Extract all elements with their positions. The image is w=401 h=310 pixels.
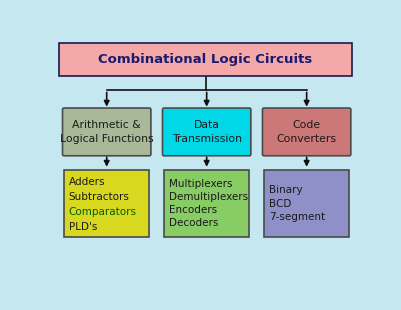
FancyBboxPatch shape xyxy=(164,170,249,237)
Text: Data
Transmission: Data Transmission xyxy=(172,120,242,144)
FancyBboxPatch shape xyxy=(63,108,151,156)
FancyBboxPatch shape xyxy=(64,170,149,237)
Text: Binary
BCD
7-segment: Binary BCD 7-segment xyxy=(269,185,325,222)
Text: Multiplexers
Demultiplexers
Encoders
Decoders: Multiplexers Demultiplexers Encoders Dec… xyxy=(169,179,248,228)
FancyBboxPatch shape xyxy=(263,108,351,156)
Text: PLD's: PLD's xyxy=(69,222,97,232)
Text: Combinational Logic Circuits: Combinational Logic Circuits xyxy=(98,53,313,66)
Text: Code
Converters: Code Converters xyxy=(277,120,337,144)
Text: Subtractors: Subtractors xyxy=(69,192,130,202)
Text: Adders: Adders xyxy=(69,177,105,187)
Text: Comparators: Comparators xyxy=(69,207,137,217)
FancyBboxPatch shape xyxy=(162,108,251,156)
Text: Arithmetic &
Logical Functions: Arithmetic & Logical Functions xyxy=(60,120,154,144)
FancyBboxPatch shape xyxy=(59,43,352,76)
FancyBboxPatch shape xyxy=(264,170,349,237)
